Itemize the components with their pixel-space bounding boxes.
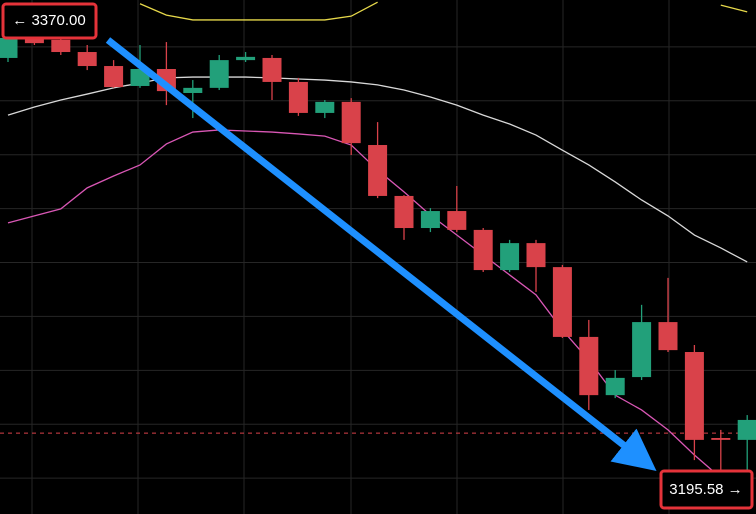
candle-body <box>315 101 335 113</box>
price-label-left: ← 3370.00 <box>12 12 85 29</box>
candle-body <box>552 267 572 337</box>
trend-arrow <box>105 37 657 471</box>
band-line <box>139 1 748 21</box>
candle-body <box>0 38 18 58</box>
candle-body <box>579 336 599 396</box>
candle-body <box>658 322 678 351</box>
candle-body <box>711 437 731 440</box>
candle-body <box>341 101 361 144</box>
candle-body <box>236 56 256 61</box>
candle-body <box>209 60 229 88</box>
candle-body <box>605 377 625 396</box>
candle-body <box>500 243 520 271</box>
label-box <box>659 469 754 510</box>
candle-body <box>104 66 124 88</box>
candle-body <box>183 87 203 93</box>
candle-body <box>447 211 467 230</box>
candle-body <box>684 352 704 440</box>
candle-body <box>368 145 388 196</box>
candle-body <box>526 243 546 268</box>
candle-body <box>77 52 97 67</box>
candle-body <box>473 229 493 271</box>
candle-body <box>420 211 440 229</box>
candle-body <box>262 57 282 82</box>
price-label-right: 3195.58 → <box>669 481 742 498</box>
label-box <box>1 2 98 40</box>
candle-body <box>632 322 652 378</box>
candle-body <box>737 419 756 440</box>
candle-body <box>288 81 308 113</box>
candle-body <box>394 195 414 229</box>
candle-body <box>51 39 71 53</box>
